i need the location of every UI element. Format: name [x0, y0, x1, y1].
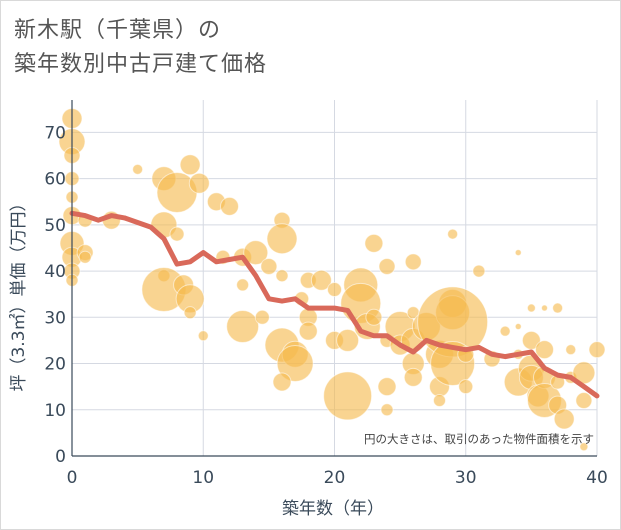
bubble: [378, 257, 396, 275]
bubble: [380, 403, 394, 417]
bubble: [310, 269, 332, 291]
bubble: [433, 394, 446, 408]
bubble: [521, 330, 541, 350]
bubble: [226, 310, 260, 344]
bubble: [447, 228, 459, 240]
bubble: [535, 340, 554, 360]
x-axis-title: 築年数（年）: [282, 499, 384, 519]
bubble: [526, 303, 536, 313]
bubble: [243, 240, 269, 266]
bubble: [260, 257, 278, 275]
y-tick-label: 50: [44, 216, 66, 236]
bubble: [132, 163, 144, 175]
bubble: [552, 302, 564, 314]
y-tick-label: 20: [44, 355, 66, 375]
bubble: [458, 379, 474, 395]
chart-title-line1: 新木駅（千葉県）の: [14, 18, 222, 43]
y-tick-label: 60: [44, 170, 66, 190]
x-tick-label: 40: [586, 468, 608, 488]
bubble: [579, 442, 589, 452]
bubble: [169, 226, 185, 242]
bubble: [183, 306, 197, 320]
bubble: [298, 321, 318, 341]
y-axis-title: 坪（3.3㎡）単価（万円）: [9, 194, 29, 391]
axes: [71, 100, 597, 457]
y-tick-label: 70: [44, 123, 66, 143]
bubble: [541, 304, 548, 312]
bubble: [236, 278, 250, 292]
chart-title-line2: 築年数別中古戸建て価格: [14, 52, 268, 77]
bubble: [336, 328, 360, 352]
bubble: [266, 223, 298, 255]
y-tick-label: 30: [44, 308, 66, 328]
bubble: [472, 264, 486, 278]
bubble: [220, 196, 239, 216]
x-tick-label: 30: [455, 468, 477, 488]
bubble: [254, 309, 270, 325]
bubble: [323, 371, 373, 421]
x-tick-label: 20: [324, 468, 346, 488]
bubble: [514, 323, 522, 331]
chart-title: 新木駅（千葉県）の 築年数別中古戸建て価格: [14, 14, 267, 82]
tick-labels: 0 10 20 30 40 0 10 20 30 40 50 60 70: [44, 123, 607, 488]
bubble: [78, 250, 92, 264]
bubbles: [58, 107, 606, 452]
bubble: [553, 408, 575, 430]
bubble: [188, 172, 210, 194]
trend-line: [69, 210, 600, 399]
y-tick-label: 10: [44, 401, 66, 421]
bubble: [276, 345, 314, 383]
size-note: 円の大きさは、取引のあった物件面積を示す: [364, 432, 594, 446]
bubble: [575, 392, 593, 410]
bubble: [365, 308, 383, 326]
bubble: [327, 282, 342, 298]
bubble: [364, 233, 384, 253]
bubble: [514, 249, 522, 257]
bubble: [404, 253, 422, 271]
bubble: [275, 269, 289, 283]
bubble: [565, 344, 577, 356]
bubble: [403, 367, 423, 387]
bubble: [272, 372, 292, 392]
bubble: [377, 377, 397, 397]
bubble: [499, 325, 511, 337]
bubble: [588, 341, 606, 359]
trend-line-group: [69, 210, 600, 399]
x-tick-label: 0: [67, 468, 78, 488]
bubble: [197, 330, 209, 342]
bubble: [179, 154, 201, 176]
x-tick-label: 10: [192, 468, 214, 488]
y-tick-label: 40: [44, 262, 66, 282]
y-tick-label: 0: [55, 447, 66, 467]
